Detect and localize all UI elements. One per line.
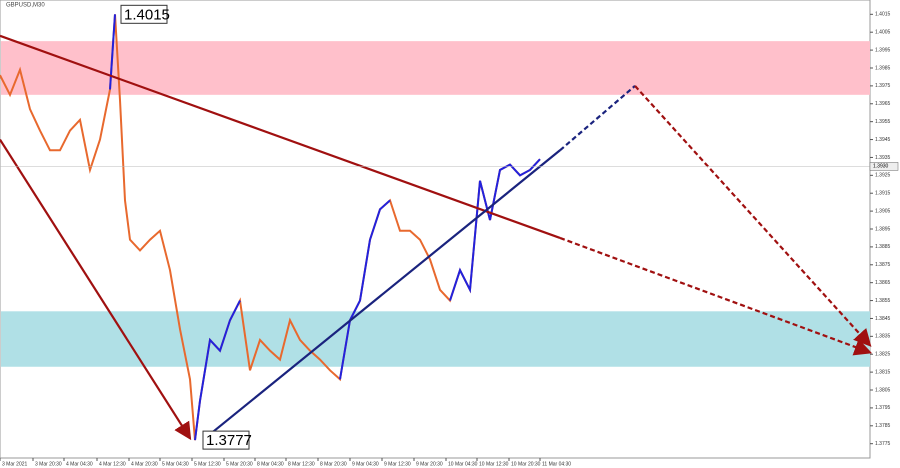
y-tick-label: 1.3815	[875, 369, 891, 375]
x-tick-label: 3 Mar 2021	[2, 461, 28, 467]
x-tick-label: 9 Mar 12:30	[384, 461, 411, 467]
x-tick-label: 8 Mar 20:30	[320, 461, 347, 467]
last-price-label: 1.3930	[873, 164, 889, 170]
x-tick-label: 9 Mar 20:30	[416, 461, 443, 467]
y-tick-label: 1.3825	[875, 352, 891, 358]
y-tick-label: 1.3855	[875, 298, 891, 304]
y-tick-label: 1.3945	[875, 137, 891, 143]
y-tick-label: 1.3985	[875, 65, 891, 71]
x-tick-label: 4 Mar 20:30	[131, 461, 158, 467]
x-tick-label: 10 Mar 12:30	[479, 461, 509, 467]
y-tick-label: 1.3955	[875, 119, 891, 125]
x-tick-label: 8 Mar 04:30	[257, 461, 284, 467]
y-tick-label: 1.3865	[875, 280, 891, 286]
annotation-label: 1.3777	[206, 432, 252, 449]
y-tick-label: 1.3925	[875, 173, 891, 179]
price-line	[0, 14, 541, 441]
y-tick-label: 1.3965	[875, 101, 891, 107]
x-tick-label: 10 Mar 20:30	[511, 461, 541, 467]
x-tick-label: 11 Mar 04:30	[542, 461, 571, 467]
trend-line	[0, 138, 192, 441]
y-tick-label: 1.3875	[875, 262, 891, 268]
annotation-label: 1.4015	[124, 6, 170, 23]
y-tick-label: 1.3805	[875, 387, 891, 393]
x-tick-label: 3 Mar 20:30	[35, 461, 62, 467]
x-tick-label: 4 Mar 04:30	[66, 461, 93, 467]
trend-line	[204, 149, 561, 440]
x-tick-label: 5 Mar 04:30	[162, 461, 189, 467]
trend-line	[0, 34, 561, 239]
annotation-box	[202, 430, 250, 450]
y-tick-label: 1.3935	[875, 155, 891, 161]
y-tick-label: 1.3905	[875, 208, 891, 214]
price-line	[109, 14, 541, 441]
x-tick-label: 10 Mar 04:30	[448, 461, 478, 467]
y-tick-label: 1.3845	[875, 316, 891, 322]
y-tick-label: 1.4015	[875, 12, 891, 18]
y-tick-label: 1.3785	[875, 423, 891, 429]
y-tick-label: 1.3915	[875, 191, 891, 197]
y-tick-label: 1.3895	[875, 226, 891, 232]
trend-line	[634, 85, 872, 347]
y-tick-label: 1.3995	[875, 47, 891, 53]
y-tick-label: 1.3775	[875, 441, 891, 447]
y-tick-label: 1.3885	[875, 244, 891, 250]
x-tick-label: 5 Mar 12:30	[194, 461, 221, 467]
last-price-box	[869, 162, 899, 171]
chart-title: GBPUSD,M30	[6, 3, 45, 9]
y-tick-label: 1.3975	[875, 83, 891, 89]
zone	[1, 41, 870, 95]
zone	[1, 311, 870, 367]
trend-line	[559, 85, 636, 152]
y-tick-label: 1.3835	[875, 334, 891, 340]
x-tick-label: 8 Mar 12:30	[288, 461, 315, 467]
annotation-box	[120, 4, 168, 24]
x-tick-label: 4 Mar 12:30	[99, 461, 126, 467]
x-tick-label: 5 Mar 20:30	[226, 461, 253, 467]
x-tick-label: 9 Mar 04:30	[352, 461, 379, 467]
y-tick-label: 1.3795	[875, 405, 891, 411]
y-tick-label: 1.4005	[875, 30, 891, 36]
trend-line	[559, 236, 873, 356]
